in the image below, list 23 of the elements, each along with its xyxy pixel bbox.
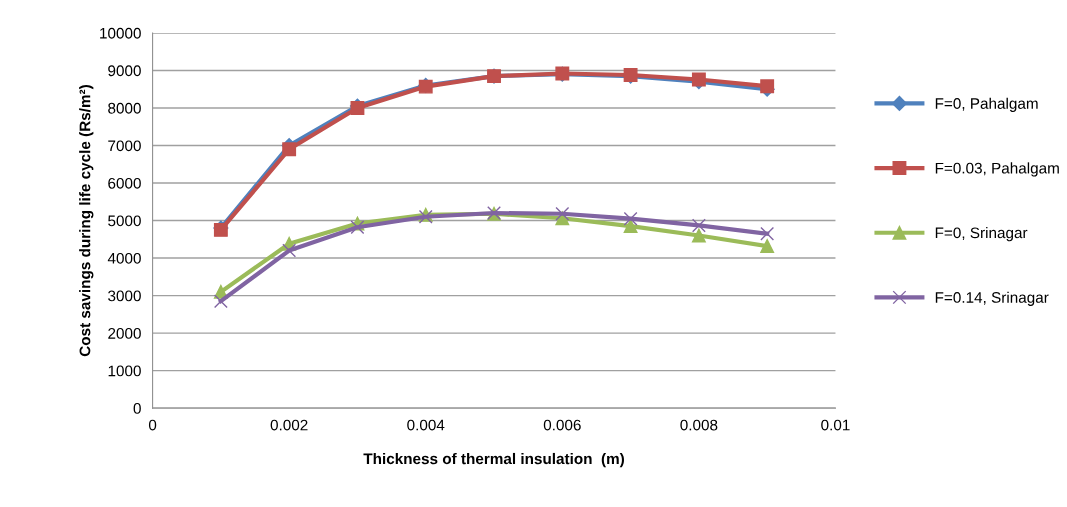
x-tick-label: 0: [148, 419, 157, 431]
x-tick-label: 0.002: [270, 419, 308, 431]
y-tick-label: 9000: [108, 65, 141, 77]
y-tick-label: 7000: [108, 140, 141, 152]
x-tick-label: 0.01: [821, 419, 850, 431]
y-tick-label: 6000: [108, 177, 141, 189]
x-tick-label: 0.008: [680, 419, 718, 431]
y-tick-label: 1000: [108, 365, 141, 377]
legend-label: F=0.14, Srinagar: [935, 291, 1049, 306]
y-tick-label: 2000: [108, 327, 141, 339]
legend-label: F=0.03, Pahalgam: [935, 162, 1059, 177]
y-tick-label: 8000: [108, 102, 141, 114]
legend-label: F=0, Srinagar: [935, 226, 1028, 242]
y-tick-label: 5000: [108, 215, 141, 227]
legend-label: F=0, Pahalgam: [935, 97, 1038, 112]
y-tick-label: 4000: [107, 252, 141, 264]
y-tick-label: 0: [133, 403, 141, 414]
y-tick-label: 3000: [108, 290, 141, 302]
x-tick-label: 0.004: [407, 419, 445, 431]
y-tick-label: 10000: [100, 27, 141, 39]
x-axis-title: Thickness of thermal insulation (m): [363, 452, 624, 468]
y-axis-title: Cost savings during life cycle (Rs/m²): [79, 85, 94, 357]
x-tick-label: 0.006: [543, 419, 581, 431]
